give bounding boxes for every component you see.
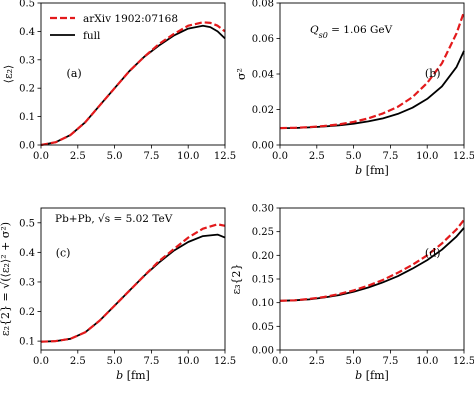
y-tick-label: 0.1 <box>19 337 35 348</box>
y-tick-label: 0.00 <box>252 346 274 357</box>
y-axis-label-text: σ² <box>235 68 248 80</box>
y-tick-label: 0.3 <box>19 277 35 288</box>
y-axis-label: ⟨ε₂⟩ <box>2 65 15 84</box>
y-tick-label: 0.1 <box>19 112 35 123</box>
x-tick-label: 2.5 <box>309 151 325 162</box>
series-line-full <box>279 227 465 302</box>
y-tick-label: 0.25 <box>252 227 274 238</box>
x-tick-label: 2.5 <box>70 151 86 162</box>
x-tick-label: 0.0 <box>272 356 288 367</box>
x-tick-label: 10.0 <box>416 356 438 367</box>
x-tick-label: 12.5 <box>453 356 474 367</box>
y-tick-label: 0.00 <box>252 141 274 152</box>
y-axis-label: ε₃{2} <box>230 263 243 294</box>
x-tick-label: 0.0 <box>272 151 288 162</box>
saturation-scale-annotation: Qs0 = 1.06 GeV <box>310 24 393 40</box>
x-axis-label: b [fm] <box>116 369 150 382</box>
panel-c: 0.0 2.5 5.0 7.5 10.0 12.5 0.1 0.2 0.3 0.4 0.5 b [fm… <box>0 207 236 382</box>
panel-label: (d) <box>425 246 441 259</box>
x-tick-label: 0.0 <box>33 356 49 367</box>
x-tick-label: 2.5 <box>309 356 325 367</box>
y-tick-label: 0.30 <box>252 204 274 215</box>
y-tick-label: 0.02 <box>252 105 274 116</box>
panel-label: (c) <box>56 246 71 259</box>
x-tick-label: 10.0 <box>177 356 199 367</box>
x-tick-label: 5.0 <box>346 151 362 162</box>
series-line-arxiv <box>40 223 226 343</box>
y-axis-label: ε₂{2} = √(⟨ε₂⟩² + σ²) <box>0 222 12 336</box>
collision-system-annotation: Pb+Pb, √s = 5.02 TeV <box>55 213 173 225</box>
panel-label: (a) <box>67 67 82 80</box>
x-tick-label: 7.5 <box>143 356 159 367</box>
panel-d: 0.0 2.5 5.0 7.5 10.0 12.5 0.00 0.05 0.10 0.15 0.20… <box>230 204 474 383</box>
panel-label: (b) <box>425 67 441 80</box>
y-tick-label: 0.5 <box>19 218 35 229</box>
series-line-arxiv <box>279 219 465 302</box>
y-tick-label: 0.15 <box>252 275 274 286</box>
x-tick-label: 7.5 <box>382 151 398 162</box>
panel-b: 0.0 2.5 5.0 7.5 10.0 12.5 0.00 0.02 0.04 0.06 0.08… <box>235 0 474 177</box>
y-axis-label-text: ε₂{2} = √(⟨ε₂⟩² + σ²) <box>0 222 12 336</box>
plot-frame <box>40 2 226 146</box>
x-tick-label: 12.5 <box>453 151 474 162</box>
x-tick-label: 7.5 <box>143 151 159 162</box>
x-tick-label: 5.0 <box>107 356 123 367</box>
y-tick-label: 0.3 <box>19 55 35 66</box>
y-tick-label: 0.10 <box>252 298 274 309</box>
plot-frame <box>40 207 226 351</box>
series-line-arxiv <box>279 11 466 130</box>
x-tick-label: 5.0 <box>107 151 123 162</box>
y-tick-label: 0.08 <box>252 0 274 10</box>
y-axis-label-text: ε₃{2} <box>230 263 243 294</box>
y-tick-label: 0.05 <box>252 322 274 333</box>
y-tick-label: 0.2 <box>19 307 35 318</box>
x-tick-label: 12.5 <box>214 356 236 367</box>
x-tick-label: 12.5 <box>214 151 236 162</box>
y-tick-label: 0.20 <box>252 251 274 262</box>
y-tick-label: 0.0 <box>19 141 35 152</box>
y-axis-label: σ² <box>235 68 248 80</box>
panel-a: 0.0 2.5 5.0 7.5 10.0 12.5 0.0 0.1 0.2 0.3 0.4 0.5 ⟨ε… <box>2 0 236 162</box>
y-tick-label: 0.04 <box>252 70 274 81</box>
y-tick-label: 0.06 <box>252 34 274 45</box>
y-tick-label: 0.5 <box>19 0 35 10</box>
series-line-full <box>40 24 226 146</box>
x-tick-label: 0.0 <box>33 151 49 162</box>
x-tick-label: 2.5 <box>70 356 86 367</box>
y-tick-label: 0.4 <box>19 27 35 38</box>
plot-frame <box>279 207 465 351</box>
x-axis-label: b [fm] <box>355 164 389 177</box>
y-axis-label-text: ⟨ε₂⟩ <box>2 65 15 84</box>
x-tick-label: 10.0 <box>416 151 438 162</box>
x-tick-label: 5.0 <box>346 356 362 367</box>
x-tick-label: 7.5 <box>382 356 398 367</box>
series-line-arxiv <box>40 21 226 147</box>
legend: arXiv 1902:07168 full <box>50 13 178 42</box>
x-axis-label: b [fm] <box>355 369 389 382</box>
y-tick-label: 0.4 <box>19 248 35 259</box>
legend-label: full <box>83 30 101 42</box>
legend-label: arXiv 1902:07168 <box>83 13 178 25</box>
y-tick-label: 0.2 <box>19 84 35 95</box>
x-tick-label: 10.0 <box>177 151 199 162</box>
